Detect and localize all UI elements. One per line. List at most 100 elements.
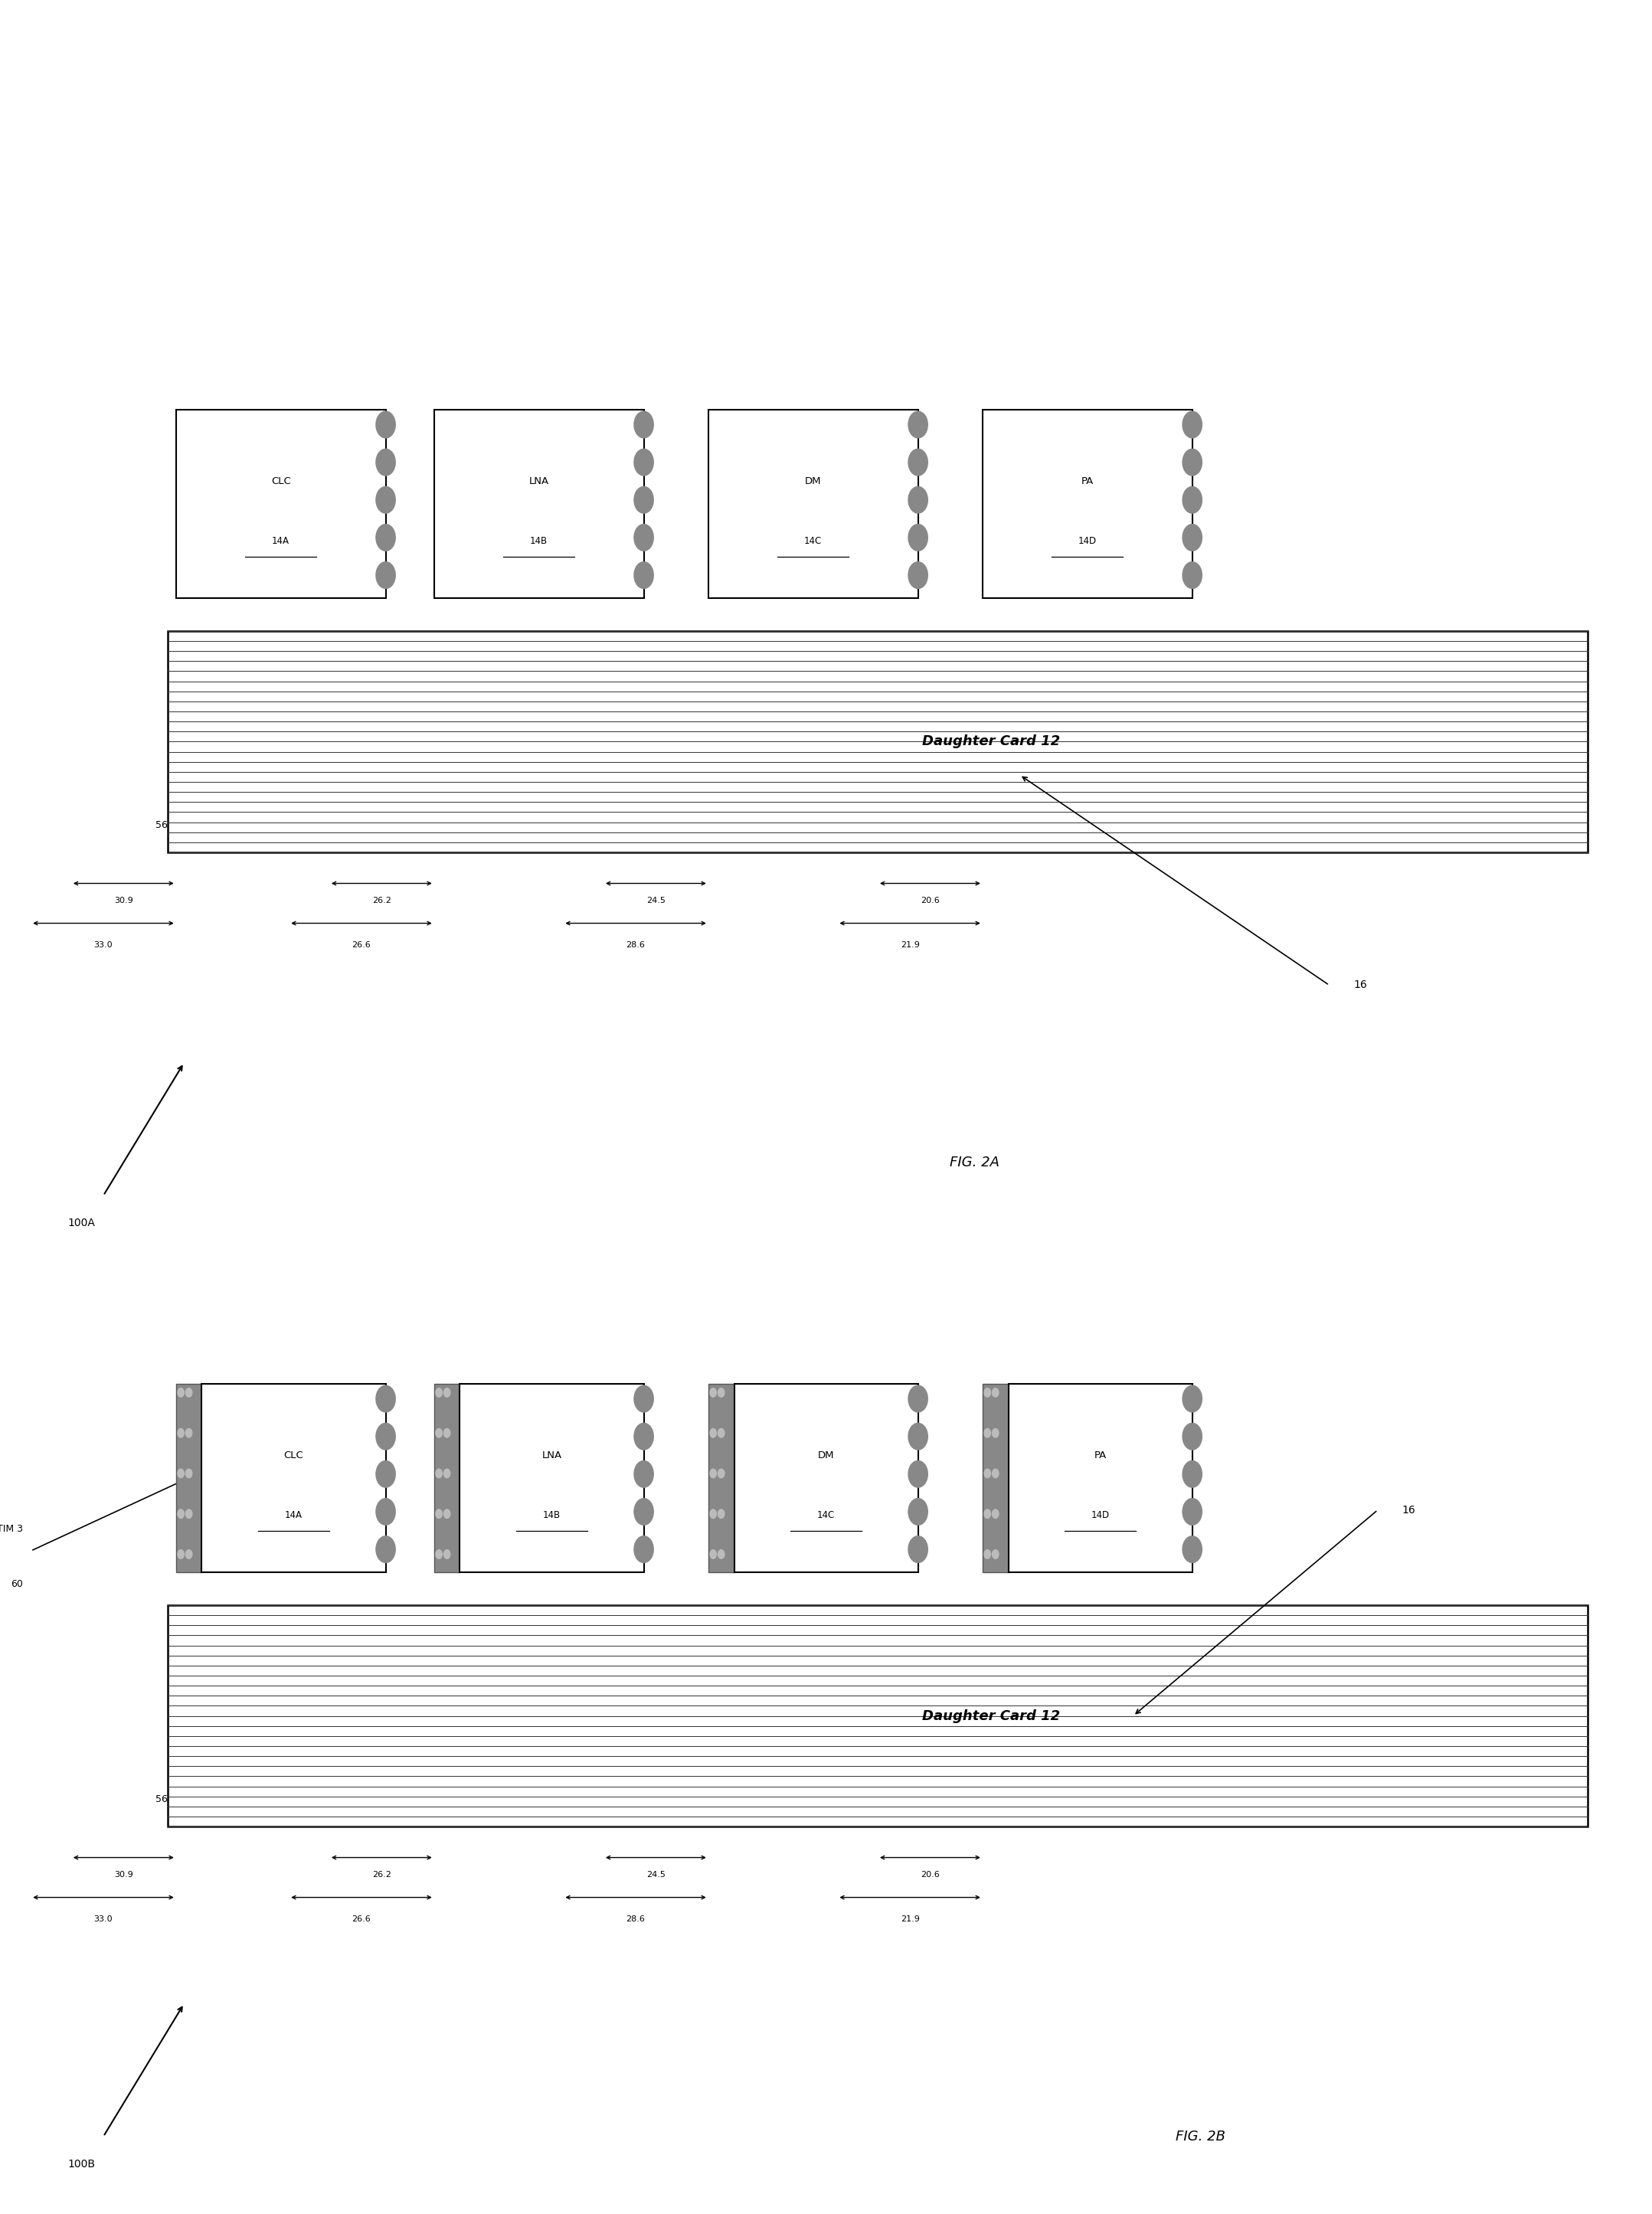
Text: 20.6: 20.6 [920, 897, 940, 903]
Circle shape [377, 1537, 395, 1563]
Circle shape [634, 412, 654, 438]
Circle shape [185, 1510, 192, 1519]
Bar [733, 1384, 919, 1572]
Text: 14B: 14B [544, 1510, 560, 1521]
Text: 16: 16 [1353, 981, 1368, 990]
Circle shape [985, 1388, 991, 1397]
Bar [983, 1384, 1008, 1572]
Text: 26.6: 26.6 [352, 941, 372, 948]
Text: LNA: LNA [542, 1450, 562, 1461]
Circle shape [436, 1388, 443, 1397]
Text: 28.6: 28.6 [626, 941, 646, 948]
Circle shape [444, 1388, 451, 1397]
Circle shape [1183, 562, 1203, 589]
Text: 20.6: 20.6 [920, 1871, 940, 1877]
Text: CLC: CLC [284, 1450, 304, 1461]
Circle shape [993, 1550, 999, 1559]
Circle shape [985, 1470, 991, 1479]
Text: 56: 56 [155, 1796, 169, 1804]
Circle shape [436, 1428, 443, 1437]
Text: TIM 3: TIM 3 [0, 1523, 23, 1534]
Circle shape [985, 1550, 991, 1559]
Bar [983, 410, 1193, 598]
Text: 14B: 14B [530, 536, 548, 547]
Circle shape [710, 1510, 717, 1519]
Circle shape [909, 562, 928, 589]
Bar [434, 1384, 459, 1572]
Circle shape [377, 1499, 395, 1525]
Text: 30.9: 30.9 [114, 897, 134, 903]
Text: 16: 16 [1403, 1506, 1416, 1514]
Bar [709, 410, 919, 598]
Text: 14C: 14C [805, 536, 823, 547]
Circle shape [377, 525, 395, 551]
Bar [177, 1384, 202, 1572]
Circle shape [634, 1499, 654, 1525]
Text: FIG. 2A: FIG. 2A [950, 1156, 999, 1169]
Circle shape [909, 1424, 928, 1450]
Circle shape [909, 1537, 928, 1563]
Circle shape [710, 1388, 717, 1397]
Circle shape [909, 525, 928, 551]
Text: 33.0: 33.0 [94, 941, 112, 948]
Circle shape [710, 1470, 717, 1479]
Text: 21.9: 21.9 [900, 1915, 920, 1922]
Text: FIG. 2B: FIG. 2B [1176, 2130, 1226, 2143]
Circle shape [719, 1428, 725, 1437]
Circle shape [1183, 525, 1203, 551]
Text: 33.0: 33.0 [94, 1915, 112, 1922]
Circle shape [710, 1428, 717, 1437]
Circle shape [909, 412, 928, 438]
Bar [459, 1384, 644, 1572]
Circle shape [634, 1386, 654, 1413]
Text: LNA: LNA [529, 476, 548, 487]
Circle shape [634, 487, 654, 514]
Circle shape [719, 1388, 725, 1397]
Text: 14D: 14D [1079, 536, 1097, 547]
Circle shape [444, 1428, 451, 1437]
Circle shape [377, 1461, 395, 1488]
Text: 30.9: 30.9 [114, 1871, 134, 1877]
Circle shape [634, 449, 654, 476]
Bar [177, 410, 385, 598]
Text: Daughter Card 12: Daughter Card 12 [922, 1709, 1061, 1722]
Text: 14A: 14A [273, 536, 289, 547]
Circle shape [1183, 1424, 1203, 1450]
Bar [1008, 1384, 1193, 1572]
Circle shape [1183, 487, 1203, 514]
Text: PA: PA [1080, 476, 1094, 487]
Text: 100B: 100B [68, 2159, 96, 2170]
Circle shape [377, 412, 395, 438]
Circle shape [177, 1510, 183, 1519]
Circle shape [1183, 1461, 1203, 1488]
Circle shape [436, 1550, 443, 1559]
Text: 60: 60 [10, 1579, 23, 1590]
Circle shape [436, 1470, 443, 1479]
Circle shape [377, 449, 395, 476]
Text: PA: PA [1094, 1450, 1107, 1461]
Text: 56: 56 [155, 821, 169, 830]
Circle shape [634, 525, 654, 551]
Circle shape [909, 487, 928, 514]
Circle shape [909, 1461, 928, 1488]
Text: DM: DM [818, 1450, 834, 1461]
Circle shape [1183, 1537, 1203, 1563]
Circle shape [185, 1470, 192, 1479]
Text: 24.5: 24.5 [646, 897, 666, 903]
Circle shape [985, 1510, 991, 1519]
Bar [202, 1384, 385, 1572]
Circle shape [177, 1470, 183, 1479]
Text: 26.2: 26.2 [372, 1871, 392, 1877]
Text: DM: DM [805, 476, 821, 487]
Text: CLC: CLC [271, 476, 291, 487]
Circle shape [1183, 1386, 1203, 1413]
Circle shape [177, 1388, 183, 1397]
Circle shape [993, 1388, 999, 1397]
Text: Daughter Card 12: Daughter Card 12 [922, 735, 1061, 748]
Circle shape [177, 1550, 183, 1559]
Text: 28.6: 28.6 [626, 1915, 646, 1922]
Circle shape [909, 1386, 928, 1413]
Text: 14D: 14D [1090, 1510, 1110, 1521]
Bar [169, 1605, 1588, 1827]
Text: 26.2: 26.2 [372, 897, 392, 903]
